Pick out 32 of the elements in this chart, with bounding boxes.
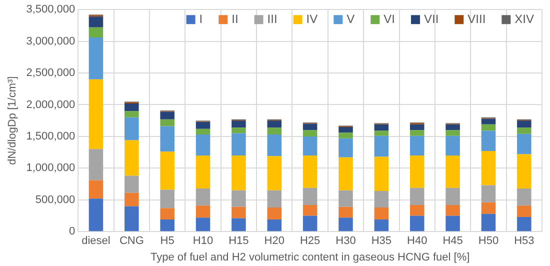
x-tick-label: H20 xyxy=(264,235,284,248)
legend-label: II xyxy=(232,12,238,26)
legend-label: III xyxy=(267,12,278,26)
x-tick-label: H50 xyxy=(478,235,499,248)
legend-label: IV xyxy=(306,12,318,26)
legend-label: XIV xyxy=(514,12,534,26)
x-tick-label: H5 xyxy=(160,235,174,248)
x-tick-label: H30 xyxy=(336,235,356,248)
x-tick-label: CNG xyxy=(119,235,144,248)
x-tick-label: H35 xyxy=(371,235,392,248)
legend-label: VIII xyxy=(468,12,486,26)
legend-label: VII xyxy=(424,12,439,26)
x-tick-label: H25 xyxy=(300,235,320,248)
x-tick-label: H15 xyxy=(228,235,249,248)
y-axis-title: dN/dlogDp [1/cm³] xyxy=(6,76,19,165)
x-tick-label: H10 xyxy=(192,235,214,248)
legend-label: VI xyxy=(384,12,395,26)
y-tick-label: 1,500,000 xyxy=(26,130,76,142)
y-tick-label: 500,000 xyxy=(35,194,76,206)
legend-label: V xyxy=(346,12,355,26)
y-tick-label: 3,500,000 xyxy=(26,4,76,16)
x-tick-label: H53 xyxy=(514,235,534,248)
y-tick-label: 0 xyxy=(69,226,76,238)
y-tick-label: 3,000,000 xyxy=(26,35,76,48)
x-axis-title: Type of fuel and H2 volumetric content in gaseous HCNG fuel [%] xyxy=(150,251,470,264)
x-tick-label: diesel xyxy=(82,235,110,248)
legend-label: I xyxy=(199,12,203,26)
x-tick-label: H45 xyxy=(442,235,463,248)
y-tick-label: 2,000,000 xyxy=(26,98,76,111)
x-tick-label: H40 xyxy=(407,235,428,248)
y-tick-label: 1,000,000 xyxy=(26,162,76,174)
y-tick-label: 2,500,000 xyxy=(26,67,76,80)
